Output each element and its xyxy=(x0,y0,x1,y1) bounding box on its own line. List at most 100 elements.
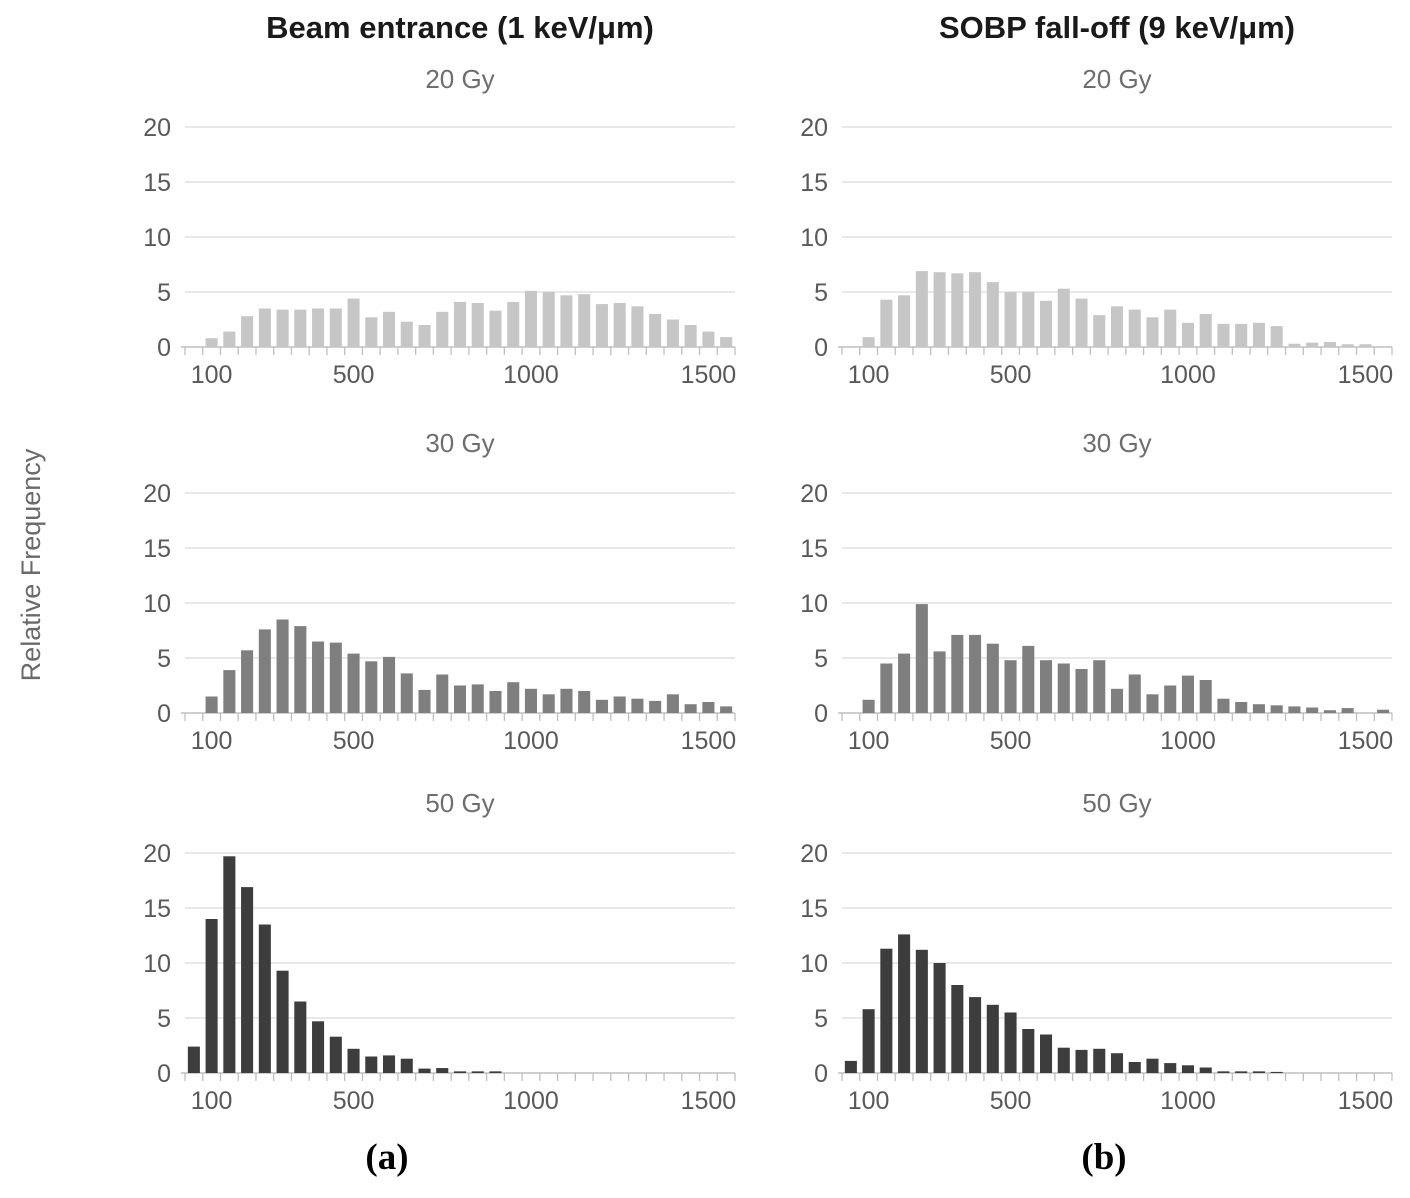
bar xyxy=(1270,326,1283,347)
bar xyxy=(418,689,431,713)
bar xyxy=(880,663,893,713)
x-tick-label: 1000 xyxy=(1160,1087,1216,1115)
bar xyxy=(1252,322,1265,347)
y-tick-label: 15 xyxy=(143,535,171,563)
bar xyxy=(1306,707,1319,713)
bar xyxy=(1022,1029,1035,1073)
bar xyxy=(595,304,608,347)
bar xyxy=(898,934,911,1073)
y-tick-label: 5 xyxy=(157,279,171,307)
bar xyxy=(1164,1063,1177,1073)
bar xyxy=(666,694,679,713)
bar xyxy=(1110,688,1124,713)
bar xyxy=(1110,306,1124,347)
column-title-sobp-fall-off: SOBP fall-off (9 keV/μm) xyxy=(938,10,1295,45)
bar xyxy=(1128,674,1141,713)
bar xyxy=(951,634,964,713)
bar xyxy=(436,311,449,347)
y-tick-label: 5 xyxy=(157,1005,171,1033)
bar xyxy=(329,1036,342,1073)
bar xyxy=(1288,706,1301,713)
bar xyxy=(258,924,271,1073)
y-tick-label: 20 xyxy=(143,114,171,142)
bar xyxy=(187,1046,200,1073)
y-tick-label: 0 xyxy=(814,700,828,728)
bar xyxy=(862,699,875,713)
bar xyxy=(702,702,715,713)
bar xyxy=(329,642,342,713)
bar xyxy=(684,325,697,347)
bar xyxy=(1004,660,1017,713)
x-tick-label: 100 xyxy=(848,727,890,755)
bar xyxy=(400,1058,413,1073)
bar xyxy=(1146,694,1159,713)
bar xyxy=(276,309,289,347)
y-tick-label: 5 xyxy=(814,645,828,673)
bar xyxy=(294,1001,307,1073)
bar xyxy=(241,887,254,1073)
y-tick-label: 0 xyxy=(814,334,828,362)
bar xyxy=(1181,1065,1194,1073)
x-tick-label: 1000 xyxy=(503,1087,559,1115)
bar xyxy=(453,1071,467,1073)
bar xyxy=(1093,315,1106,347)
bar xyxy=(898,653,911,713)
bar xyxy=(1164,309,1177,347)
y-tick-label: 20 xyxy=(143,840,171,868)
y-tick-label: 5 xyxy=(814,279,828,307)
y-tick-label: 10 xyxy=(143,950,171,978)
panel-title-sobp-30gy: 30 Gy xyxy=(1082,428,1152,458)
x-tick-label: 500 xyxy=(990,1087,1032,1115)
x-tick-label: 1000 xyxy=(1160,727,1216,755)
bar xyxy=(1217,323,1230,347)
histogram-sobp-fall-off-20gy: 0 5 10 15 20 100 500 1000 1500 xyxy=(800,114,1393,389)
bar xyxy=(489,691,502,713)
bar xyxy=(1057,1047,1070,1073)
bar xyxy=(951,985,964,1073)
bar xyxy=(223,331,236,347)
bar xyxy=(560,688,573,713)
bar xyxy=(383,311,396,347)
bar xyxy=(1075,298,1088,347)
bar xyxy=(720,706,733,713)
bar xyxy=(1235,702,1248,713)
bar xyxy=(1270,705,1283,713)
x-tick-label: 1500 xyxy=(681,1087,737,1115)
x-tick-label: 1500 xyxy=(1338,1087,1394,1115)
bar xyxy=(507,682,520,713)
bar xyxy=(347,1048,360,1073)
bar xyxy=(453,301,467,347)
bar xyxy=(1252,1071,1265,1073)
bar xyxy=(1075,669,1088,713)
y-tick-label: 5 xyxy=(157,645,171,673)
bar xyxy=(418,1068,431,1073)
bar xyxy=(312,308,325,347)
bar xyxy=(507,301,520,347)
bar xyxy=(933,963,946,1073)
bar xyxy=(223,670,236,713)
bar xyxy=(276,970,289,1073)
bar xyxy=(383,1055,396,1073)
panel-title-sobp-20gy: 20 Gy xyxy=(1082,64,1152,94)
subfigure-caption-a: (a) xyxy=(365,1137,409,1178)
bar xyxy=(915,604,928,713)
bar xyxy=(1128,1062,1141,1073)
column-title-beam-entrance: Beam entrance (1 keV/μm) xyxy=(266,10,654,45)
bar xyxy=(649,700,662,713)
bar xyxy=(241,650,254,713)
bar xyxy=(489,1071,502,1073)
bar xyxy=(1146,317,1159,347)
bar xyxy=(951,273,964,347)
bar xyxy=(312,641,325,713)
bar xyxy=(969,634,982,713)
bar xyxy=(1323,342,1336,347)
bar xyxy=(1022,645,1035,713)
panel-title-beam-entrance-30gy: 30 Gy xyxy=(425,428,495,458)
bar xyxy=(1004,1012,1017,1073)
bar xyxy=(1093,1048,1106,1073)
bar xyxy=(1235,1071,1248,1073)
bar xyxy=(595,699,608,713)
bar xyxy=(1199,314,1212,347)
histogram-beam-entrance-20gy: 0 5 10 15 20 100 500 1000 1500 xyxy=(143,114,736,389)
